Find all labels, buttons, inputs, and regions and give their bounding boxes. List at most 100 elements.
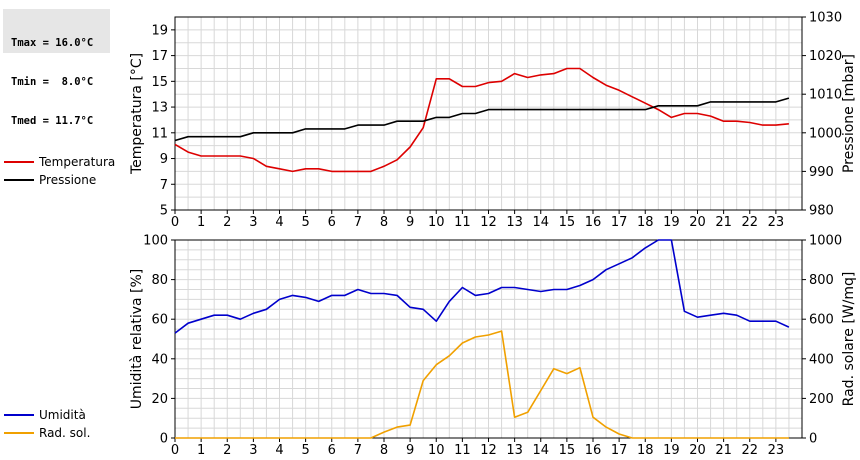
chart1-xtick-label: 10 — [428, 215, 445, 230]
chart2-y2tick-label: 600 — [809, 313, 834, 328]
chart2-y2tick-label: 400 — [809, 352, 834, 367]
chart2-y2tick-label: 1000 — [809, 234, 842, 249]
chart2-xtick-label: 13 — [506, 443, 523, 458]
chart1-ytick-label: 17 — [151, 49, 168, 64]
chart1-xtick-label: 0 — [171, 215, 179, 230]
chart1-xtick-label: 14 — [532, 215, 549, 230]
chart2-ytick-label: 80 — [151, 273, 168, 288]
chart2-xtick-label: 21 — [715, 443, 732, 458]
chart1-xtick-label: 1 — [197, 215, 205, 230]
chart1-xtick-label: 4 — [275, 215, 283, 230]
legend-item-temperatura: Temperatura — [4, 153, 115, 171]
chart1-y2tick-label: 1030 — [809, 11, 842, 26]
stats-tmax: Tmax = 16.0°C — [11, 37, 94, 49]
stats-box: Tmax = 16.0°C Tmin = 8.0°C Tmed = 11.7°C — [3, 9, 110, 127]
chart1-ytick-label: 7 — [160, 178, 168, 193]
legend-bottom: Umidità Rad. sol. — [4, 406, 90, 442]
chart2-xtick-label: 6 — [328, 443, 336, 458]
legend-swatch-temperatura — [4, 161, 34, 163]
chart1-ytick-label: 5 — [160, 204, 168, 219]
chart1-y2tick-label: 1020 — [809, 49, 842, 64]
chart1-xtick-label: 18 — [637, 215, 654, 230]
chart1-xtick-label: 11 — [454, 215, 471, 230]
chart1-y2tick-label: 1010 — [809, 88, 842, 103]
chart1-xtick-label: 13 — [506, 215, 523, 230]
chart2-xtick-label: 17 — [611, 443, 628, 458]
chart2-y2tick-label: 800 — [809, 273, 834, 288]
legend-swatch-umidita — [4, 414, 34, 416]
chart2-xtick-label: 8 — [380, 443, 388, 458]
legend-item-umidita: Umidità — [4, 406, 90, 424]
chart2-xtick-label: 20 — [689, 443, 706, 458]
chart2-xtick-label: 5 — [301, 443, 309, 458]
chart2-y2tick-label: 0 — [809, 432, 817, 447]
chart2-series-umidit — [174, 239, 790, 334]
stats-tmed: Tmed = 11.7°C — [11, 115, 94, 127]
chart1-xtick-label: 16 — [585, 215, 602, 230]
chart1-series-temperatura — [174, 67, 789, 173]
chart2-ytick-label: 40 — [151, 352, 168, 367]
legend-label-rad-sol: Rad. sol. — [39, 426, 91, 440]
chart2-xtick-label: 7 — [354, 443, 362, 458]
chart1-ytick-label: 13 — [151, 101, 168, 116]
chart2-xtick-label: 14 — [532, 443, 549, 458]
chart2-xtick-label: 18 — [637, 443, 654, 458]
chart2-xtick-label: 1 — [197, 443, 205, 458]
chart1-y2tick-label: 1000 — [809, 126, 842, 141]
chart2-xtick-label: 3 — [249, 443, 257, 458]
chart1-xtick-label: 20 — [689, 215, 706, 230]
chart2-xtick-label: 4 — [275, 443, 283, 458]
legend-label-temperatura: Temperatura — [39, 155, 116, 169]
chart1-y2tick-label: 980 — [809, 204, 834, 219]
chart1-y2tick-label: 990 — [809, 165, 834, 180]
chart1-ylabel: Temperatura [°C] — [129, 53, 145, 175]
chart1-y2label: Pressione [mbar] — [841, 54, 857, 173]
chart2-xtick-label: 2 — [223, 443, 231, 458]
chart1-ytick-label: 15 — [151, 75, 168, 90]
chart1-xtick-label: 3 — [249, 215, 257, 230]
chart1-xtick-label: 12 — [480, 215, 497, 230]
legend-label-umidita: Umidità — [39, 408, 86, 422]
chart1-xtick-label: 21 — [715, 215, 732, 230]
chart2-ylabel: Umidità relativa [%] — [129, 269, 145, 410]
chart1-xtick-label: 5 — [301, 215, 309, 230]
chart2-series-rad-sol — [175, 330, 789, 439]
chart1-series-pressione — [174, 97, 790, 142]
chart1-xtick-label: 6 — [328, 215, 336, 230]
legend-item-pressione: Pressione — [4, 171, 115, 189]
legend-swatch-rad-sol — [4, 432, 34, 434]
chart2-ytick-label: 20 — [151, 392, 168, 407]
chart1-xtick-label: 8 — [380, 215, 388, 230]
legend-top: Temperatura Pressione — [4, 153, 115, 189]
chart2-xtick-label: 10 — [428, 443, 445, 458]
chart1-ytick-label: 9 — [160, 152, 168, 167]
legend-swatch-pressione — [4, 179, 34, 181]
chart1-xtick-label: 9 — [406, 215, 414, 230]
chart1-xtick-label: 23 — [768, 215, 785, 230]
chart2-ytick-label: 60 — [151, 313, 168, 328]
chart2-y2label: Rad. solare [W/mq] — [841, 272, 857, 407]
chart2-xtick-label: 22 — [741, 443, 758, 458]
chart2-xtick-label: 15 — [559, 443, 576, 458]
chart2-xtick-label: 16 — [585, 443, 602, 458]
chart1-xtick-label: 22 — [741, 215, 758, 230]
chart2-xtick-label: 12 — [480, 443, 497, 458]
chart1-xtick-label: 2 — [223, 215, 231, 230]
chart1-ytick-label: 11 — [151, 126, 168, 141]
chart2-xtick-label: 11 — [454, 443, 471, 458]
chart2-ytick-label: 100 — [143, 234, 168, 249]
chart2-ytick-label: 0 — [160, 432, 168, 447]
chart2-xtick-label: 0 — [171, 443, 179, 458]
chart1-xtick-label: 15 — [559, 215, 576, 230]
chart1-xtick-label: 7 — [354, 215, 362, 230]
chart2-y2tick-label: 200 — [809, 392, 834, 407]
chart2-xtick-label: 23 — [768, 443, 785, 458]
chart1-xtick-label: 19 — [663, 215, 680, 230]
chart2-xtick-label: 9 — [406, 443, 414, 458]
legend-item-rad-sol: Rad. sol. — [4, 424, 90, 442]
chart1-xtick-label: 17 — [611, 215, 628, 230]
chart2-xtick-label: 19 — [663, 443, 680, 458]
legend-label-pressione: Pressione — [39, 173, 97, 187]
chart1-ytick-label: 19 — [151, 23, 168, 38]
